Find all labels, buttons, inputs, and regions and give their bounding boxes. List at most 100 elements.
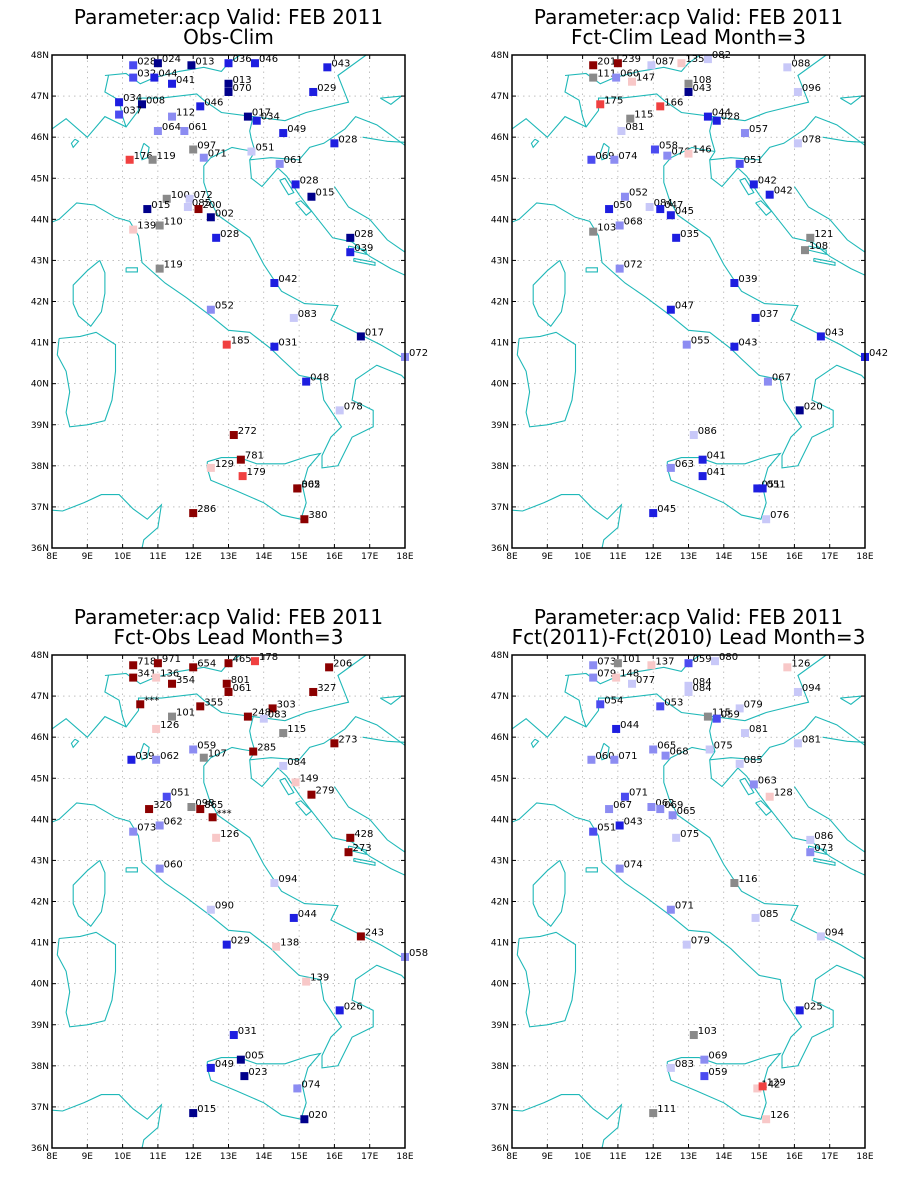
station-marker	[650, 145, 659, 154]
station-marker	[666, 305, 675, 314]
station-marker	[302, 377, 311, 386]
station-marker	[189, 1109, 198, 1118]
station-marker	[307, 192, 316, 201]
coastline	[362, 136, 405, 143]
station-marker	[758, 1082, 767, 1091]
station-marker	[605, 205, 614, 214]
station-marker	[698, 455, 707, 464]
lon-tick-label: 11E	[609, 1152, 626, 1162]
station-marker	[279, 129, 288, 138]
lat-tick-label: 47N	[31, 92, 49, 102]
station-value: 062	[164, 816, 183, 827]
station-marker	[740, 129, 749, 138]
coastline	[52, 693, 256, 752]
station-value: 025	[804, 1001, 823, 1012]
station-marker	[758, 484, 767, 493]
station-marker	[793, 687, 802, 696]
station-value: 111	[597, 69, 616, 80]
station-value: 201	[597, 56, 616, 67]
station-marker	[155, 821, 164, 830]
station-marker	[612, 673, 621, 682]
station-marker	[162, 194, 171, 203]
station-value: 094	[825, 927, 844, 938]
station-marker	[356, 332, 365, 341]
station-value: 032	[137, 69, 156, 80]
coastline	[739, 177, 755, 196]
station-value: 101	[176, 708, 195, 719]
station-marker	[740, 729, 749, 738]
lon-tick-label: 16E	[326, 552, 343, 562]
station-value: 083	[268, 710, 287, 721]
station-value: 179	[247, 467, 266, 478]
station-value: 200	[202, 200, 221, 211]
station-value: 031	[278, 338, 297, 349]
station-marker	[628, 77, 637, 86]
station-value: 071	[675, 901, 694, 912]
lat-tick-label: 48N	[31, 51, 49, 61]
station-value: 041	[707, 467, 726, 478]
lon-tick-label: 10E	[574, 1152, 591, 1162]
station-value: 058	[409, 948, 428, 959]
lon-tick-label: 14E	[715, 1152, 732, 1162]
station-marker	[762, 1115, 771, 1124]
station-marker	[189, 145, 198, 154]
station-value: 060	[620, 69, 639, 80]
station-value: 129	[767, 1077, 786, 1088]
station-value: 139	[137, 221, 156, 232]
station-value: 047	[664, 200, 683, 211]
station-value: 279	[315, 786, 334, 797]
lon-tick-label: 8E	[46, 1152, 58, 1162]
lon-tick-label: 18E	[396, 1152, 413, 1162]
station-value: 049	[215, 1059, 234, 1070]
axis-ticks: 8E 9E 10E 11E 12E 13E 14E 15E 16E 17E 18E 36N 37N 38N…	[491, 651, 874, 1162]
station-marker	[323, 63, 332, 72]
station-value: 013	[233, 75, 252, 86]
station-marker	[155, 221, 164, 230]
station-value: 110	[164, 216, 183, 227]
lon-tick-label: 16E	[786, 1152, 803, 1162]
station-value: 072	[194, 190, 213, 201]
station-value: 074	[301, 1079, 320, 1090]
station-value: 084	[693, 683, 712, 694]
station-marker	[168, 679, 177, 688]
station-marker	[587, 755, 596, 764]
station-value: 801	[231, 675, 250, 686]
coastline	[380, 95, 404, 105]
lon-tick-label: 10E	[114, 1152, 131, 1162]
station-marker	[610, 155, 619, 164]
coastline	[353, 257, 376, 266]
station-marker	[620, 192, 629, 201]
station-value: 273	[338, 734, 357, 745]
station-value: 115	[287, 724, 306, 735]
coastline	[353, 857, 376, 866]
station-value: 045	[657, 504, 676, 515]
station-marker	[730, 342, 739, 351]
station-marker	[138, 100, 147, 109]
station-value: 046	[259, 54, 278, 65]
station-value: 243	[365, 927, 384, 938]
station-value: 069	[664, 800, 683, 811]
station-value: 035	[680, 229, 699, 240]
station-value: 067	[613, 800, 632, 811]
station-value: 086	[698, 426, 717, 437]
lon-tick-label: 13E	[680, 552, 697, 562]
lat-tick-label: 38N	[491, 462, 509, 472]
station-marker	[187, 61, 196, 70]
station-value: 116	[738, 874, 757, 885]
station-marker	[645, 203, 654, 212]
station-marker	[291, 180, 300, 189]
coastline	[739, 777, 755, 796]
station-value: 103	[597, 223, 616, 234]
station-marker	[309, 87, 318, 96]
station-value: 034	[261, 112, 280, 123]
station-marker	[668, 811, 677, 820]
station-value: 097	[197, 140, 216, 151]
station-marker	[730, 279, 739, 288]
station-value: 062	[160, 751, 179, 762]
coastline	[516, 331, 577, 428]
coastline	[253, 55, 368, 122]
station-value: 115	[712, 708, 731, 719]
station-marker	[589, 227, 598, 236]
station-value: 073	[597, 656, 616, 667]
